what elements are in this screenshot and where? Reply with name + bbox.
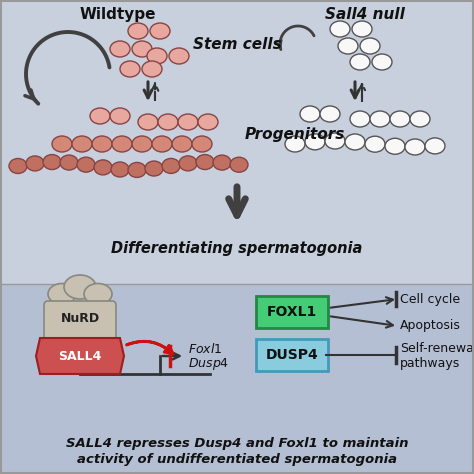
- FancyBboxPatch shape: [256, 339, 328, 371]
- Ellipse shape: [285, 136, 305, 152]
- Ellipse shape: [372, 54, 392, 70]
- Ellipse shape: [213, 155, 231, 170]
- Ellipse shape: [92, 136, 112, 152]
- Text: $\it{Dusp4}$: $\it{Dusp4}$: [188, 356, 229, 372]
- Ellipse shape: [320, 106, 340, 122]
- Ellipse shape: [162, 158, 180, 173]
- Ellipse shape: [158, 114, 178, 130]
- Ellipse shape: [90, 108, 110, 124]
- Ellipse shape: [84, 283, 112, 304]
- Ellipse shape: [142, 61, 162, 77]
- Text: Sall4 null: Sall4 null: [325, 7, 405, 21]
- Text: Wildtype: Wildtype: [80, 7, 156, 21]
- Ellipse shape: [112, 136, 132, 152]
- Text: FOXL1: FOXL1: [267, 305, 317, 319]
- Ellipse shape: [120, 61, 140, 77]
- Ellipse shape: [360, 38, 380, 54]
- Polygon shape: [36, 338, 124, 374]
- Text: activity of undifferentiated spermatogonia: activity of undifferentiated spermatogon…: [77, 454, 397, 466]
- Bar: [0, 0, 474, 284]
- Ellipse shape: [370, 111, 390, 127]
- Text: Differentiating spermatogonia: Differentiating spermatogonia: [111, 241, 363, 256]
- Ellipse shape: [325, 133, 345, 149]
- Ellipse shape: [152, 136, 172, 152]
- Ellipse shape: [111, 162, 129, 177]
- Ellipse shape: [128, 23, 148, 39]
- Ellipse shape: [385, 138, 405, 154]
- FancyBboxPatch shape: [256, 296, 328, 328]
- Ellipse shape: [48, 283, 76, 304]
- Text: DUSP4: DUSP4: [265, 348, 319, 362]
- FancyBboxPatch shape: [44, 301, 116, 341]
- Ellipse shape: [72, 136, 92, 152]
- Bar: [0, 284, 474, 474]
- Text: pathways: pathways: [400, 356, 460, 370]
- Ellipse shape: [132, 41, 152, 57]
- Ellipse shape: [77, 157, 95, 172]
- Ellipse shape: [172, 136, 192, 152]
- Ellipse shape: [52, 136, 72, 152]
- Ellipse shape: [9, 158, 27, 173]
- Text: SALL4 represses Dusp4 and Foxl1 to maintain: SALL4 represses Dusp4 and Foxl1 to maint…: [66, 438, 408, 450]
- Text: Apoptosis: Apoptosis: [400, 319, 461, 332]
- Ellipse shape: [178, 114, 198, 130]
- Ellipse shape: [196, 155, 214, 170]
- Ellipse shape: [169, 48, 189, 64]
- Ellipse shape: [138, 114, 158, 130]
- Ellipse shape: [110, 41, 130, 57]
- Ellipse shape: [64, 275, 96, 299]
- Ellipse shape: [300, 106, 320, 122]
- Text: $\it{Foxl1}$: $\it{Foxl1}$: [188, 342, 222, 356]
- Ellipse shape: [350, 54, 370, 70]
- Ellipse shape: [425, 138, 445, 154]
- Ellipse shape: [60, 155, 78, 170]
- Ellipse shape: [150, 23, 170, 39]
- Ellipse shape: [410, 111, 430, 127]
- Ellipse shape: [132, 136, 152, 152]
- Ellipse shape: [230, 157, 248, 172]
- Text: Self-renewal: Self-renewal: [400, 343, 474, 356]
- Ellipse shape: [198, 114, 218, 130]
- FancyArrowPatch shape: [127, 341, 173, 354]
- Ellipse shape: [43, 155, 61, 170]
- Ellipse shape: [338, 38, 358, 54]
- Ellipse shape: [345, 134, 365, 150]
- Text: Progenitors: Progenitors: [245, 127, 345, 142]
- Ellipse shape: [330, 21, 350, 37]
- Ellipse shape: [94, 160, 112, 175]
- Ellipse shape: [390, 111, 410, 127]
- Ellipse shape: [145, 161, 163, 176]
- Ellipse shape: [147, 48, 167, 64]
- Ellipse shape: [192, 136, 212, 152]
- Ellipse shape: [405, 139, 425, 155]
- Text: Cell cycle: Cell cycle: [400, 292, 460, 306]
- Ellipse shape: [352, 21, 372, 37]
- Ellipse shape: [365, 136, 385, 152]
- Ellipse shape: [305, 134, 325, 150]
- Text: Stem cells: Stem cells: [192, 36, 282, 52]
- Ellipse shape: [26, 156, 44, 171]
- Text: SALL4: SALL4: [58, 349, 102, 363]
- Ellipse shape: [128, 163, 146, 177]
- Ellipse shape: [110, 108, 130, 124]
- Text: NuRD: NuRD: [61, 312, 100, 326]
- Ellipse shape: [179, 156, 197, 171]
- Ellipse shape: [350, 111, 370, 127]
